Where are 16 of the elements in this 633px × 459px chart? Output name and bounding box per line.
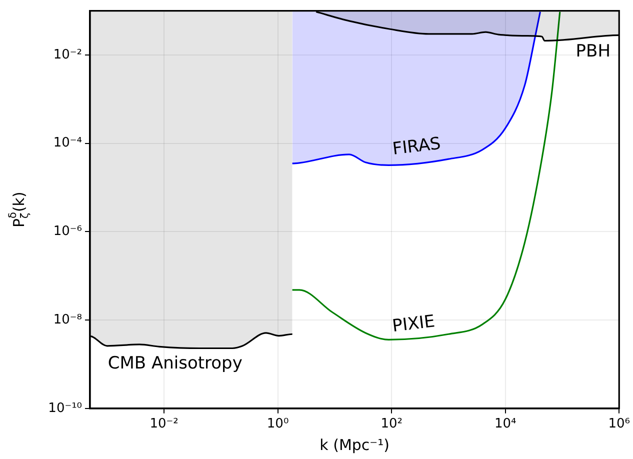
y-axis-title: Pζδ(k) (6, 192, 31, 228)
x-tick-label: 10⁻² (150, 416, 178, 432)
y-tick-label: 10⁻⁸ (53, 312, 82, 328)
x-tick-label: 10⁶ (608, 416, 630, 432)
text: PIXIE (391, 312, 436, 337)
x-tick-label: 10⁰ (266, 416, 289, 432)
series-label: CMB Anisotropy (108, 353, 242, 374)
y-tick-label: 10⁻⁶ (53, 224, 82, 240)
y-tick-label: 10⁻⁴ (53, 136, 82, 151)
y-tick-label: 10⁻² (53, 47, 82, 62)
series-label: PBH (576, 42, 610, 62)
y-tick-label: 10⁻¹⁰ (48, 400, 82, 416)
series-label: FIRAS (391, 134, 442, 160)
x-axis-title: k (Mpc⁻¹) (320, 436, 390, 454)
x-tick-label: 10⁴ (494, 416, 516, 432)
x-tick-label: 10² (380, 416, 402, 432)
